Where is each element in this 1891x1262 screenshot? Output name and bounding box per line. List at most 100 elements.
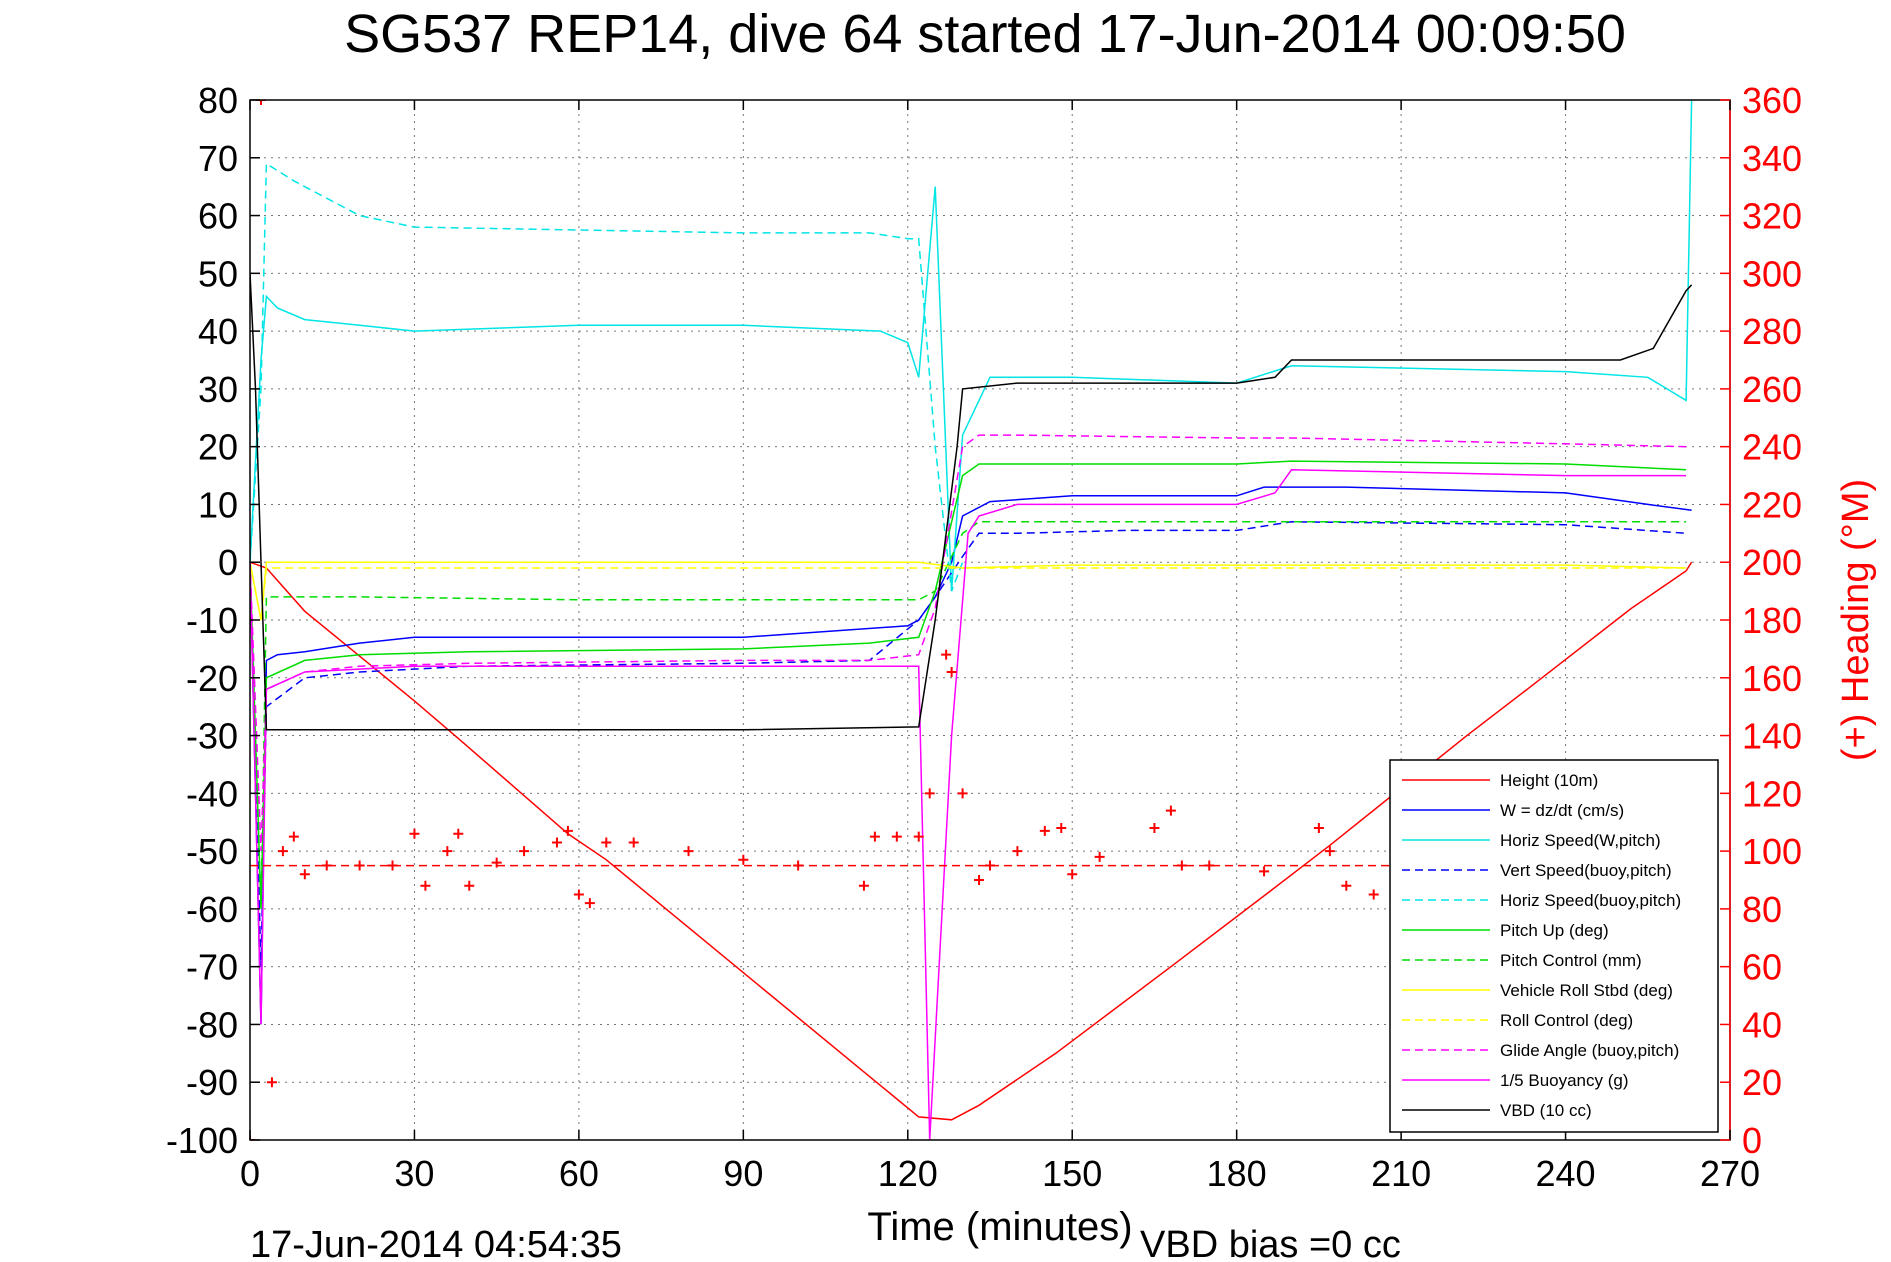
y2-tick-label: 120 <box>1742 773 1802 814</box>
x-tick-label: 0 <box>240 1153 260 1194</box>
x-tick-label: 270 <box>1700 1153 1760 1194</box>
series-glide-angle-buoy-pitch <box>250 434 1687 852</box>
y2-tick-label: 20 <box>1742 1062 1782 1103</box>
heading-marker <box>266 1077 277 1088</box>
heading-marker <box>1313 823 1324 833</box>
heading-marker <box>1149 823 1160 833</box>
y2-tick-label: 220 <box>1742 484 1802 525</box>
footer-vbd-bias: VBD bias =0 cc <box>1140 1224 1401 1262</box>
heading-marker <box>1341 880 1352 891</box>
legend-entry: 1/5 Buoyancy (g) <box>1500 1071 1629 1090</box>
y-tick-label: -60 <box>186 889 238 930</box>
heading-marker <box>288 831 299 842</box>
y-tick-label: -80 <box>186 1004 238 1045</box>
y2-tick-label: 60 <box>1742 947 1782 988</box>
heading-marker <box>573 889 584 900</box>
heading-marker <box>464 880 475 891</box>
x-tick-label: 210 <box>1371 1153 1431 1194</box>
series-pitch-control-mm <box>250 521 1687 909</box>
y2-tick-label: 280 <box>1742 311 1802 352</box>
y2-tick-label: 260 <box>1742 369 1802 410</box>
y-tick-label: -50 <box>186 831 238 872</box>
y-tick-label: -30 <box>186 716 238 757</box>
legend-entry: Horiz Speed(buoy,pitch) <box>1500 891 1681 910</box>
y2-tick-label: 300 <box>1742 253 1802 294</box>
y2-tick-label: 360 <box>1742 80 1802 121</box>
x-tick-label: 180 <box>1207 1153 1267 1194</box>
y-tick-label: -40 <box>186 773 238 814</box>
x-tick-label: 60 <box>559 1153 599 1194</box>
heading-marker <box>891 831 902 842</box>
y2-tick-label: 0 <box>1742 1120 1762 1161</box>
x-tick-label: 240 <box>1536 1153 1596 1194</box>
legend-entry: Roll Control (deg) <box>1500 1011 1633 1030</box>
heading-marker <box>277 846 288 857</box>
legend-entry: Height (10m) <box>1500 771 1598 790</box>
heading-marker <box>858 880 869 891</box>
legend-box <box>1389 759 1719 1133</box>
x-axis-label: Time (minutes) <box>867 1205 1132 1249</box>
series-roll-control-deg <box>250 562 1687 621</box>
heading-marker <box>957 788 968 799</box>
legend-entry: Vert Speed(buoy,pitch) <box>1500 861 1672 880</box>
heading-marker <box>1012 846 1023 857</box>
heading-marker <box>628 837 639 848</box>
heading-marker <box>584 898 595 909</box>
heading-marker <box>255 100 266 105</box>
y2-tick-label: 340 <box>1742 138 1802 179</box>
y-tick-label: 40 <box>198 311 238 352</box>
legend-entry: Pitch Control (mm) <box>1500 951 1642 970</box>
series-vert-speed-buoy-pitch <box>250 521 1687 967</box>
x-tick-label: 90 <box>723 1153 763 1194</box>
series-vbd-10-cc <box>250 273 1693 731</box>
y2-tick-label: 200 <box>1742 542 1802 583</box>
plot-area <box>250 100 1693 1140</box>
y-tick-label: -100 <box>166 1120 238 1161</box>
heading-marker <box>1259 866 1270 877</box>
y-tick-label: 10 <box>198 484 238 525</box>
x-tick-label: 30 <box>394 1153 434 1194</box>
chart-title: SG537 REP14, dive 64 started 17-Jun-2014… <box>344 4 1626 64</box>
y2-tick-label: 160 <box>1742 658 1802 699</box>
y-tick-label: -20 <box>186 658 238 699</box>
legend-entry: Horiz Speed(W,pitch) <box>1500 831 1661 850</box>
heading-marker <box>738 854 749 865</box>
heading-marker <box>869 831 880 842</box>
y-tick-label: 60 <box>198 196 238 237</box>
heading-marker <box>299 869 310 880</box>
legend-entry: VBD (10 cc) <box>1500 1101 1592 1120</box>
y-tick-label: 80 <box>198 80 238 121</box>
heading-marker <box>409 828 420 839</box>
heading-marker <box>1324 846 1335 857</box>
heading-marker <box>974 875 985 885</box>
series-layer <box>250 100 1693 1140</box>
heading-marker <box>442 846 453 857</box>
heading-marker <box>1039 825 1050 836</box>
y-tick-label: 30 <box>198 369 238 410</box>
heading-marker <box>946 667 957 677</box>
legend-entry: Vehicle Roll Stbd (deg) <box>1500 981 1673 1000</box>
y2-tick-label: 40 <box>1742 1004 1782 1045</box>
series-vehicle-roll-stbd-deg <box>250 561 1687 621</box>
y-tick-label: 50 <box>198 253 238 294</box>
series-horiz-speed-buoy-pitch <box>250 162 964 592</box>
heading-marker <box>1067 869 1078 880</box>
y2-tick-label: 140 <box>1742 716 1802 757</box>
legend-entry: Glide Angle (buoy,pitch) <box>1500 1041 1679 1060</box>
legend: Height (10m) W = dz/dt (cm/s) Horiz Speed(… <box>1389 759 1719 1133</box>
heading-marker <box>924 788 935 799</box>
right-axis-label: (+) Heading (°M) <box>1835 479 1877 761</box>
legend-entry: Pitch Up (deg) <box>1500 921 1609 940</box>
series-1-5-buoyancy-g <box>250 469 1687 1140</box>
y-tick-label: -70 <box>186 947 238 988</box>
x-tick-label: 150 <box>1042 1153 1102 1194</box>
series-height-10m <box>250 561 1693 1121</box>
heading-marker <box>601 837 612 848</box>
axis-ticks: 0 30 60 90 120 150 180 210 240 270 80 70 60 50 40 30 20 1… <box>166 80 1802 1194</box>
heading-marker <box>551 837 562 848</box>
heading-marker <box>562 825 573 836</box>
series-horiz-speed-w-pitch <box>250 100 1693 592</box>
x-tick-label: 120 <box>878 1153 938 1194</box>
y2-tick-label: 80 <box>1742 889 1782 930</box>
